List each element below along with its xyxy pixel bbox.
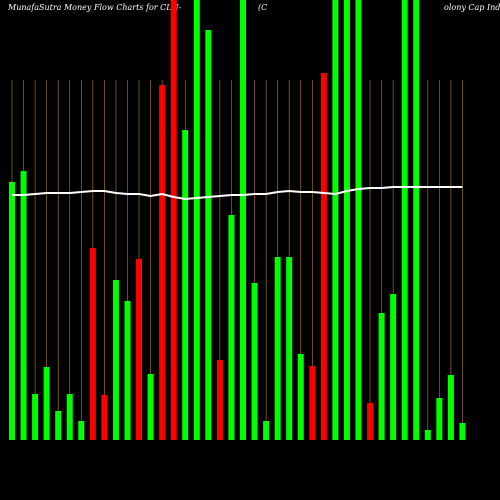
chart-title: (C — [258, 3, 267, 12]
bar — [124, 301, 131, 440]
bar — [343, 0, 350, 440]
bar — [182, 130, 189, 440]
bar — [332, 0, 339, 440]
bar — [32, 394, 39, 440]
bar — [263, 421, 270, 440]
bar — [147, 374, 154, 440]
bar — [390, 294, 397, 440]
bar — [297, 354, 304, 440]
bar — [159, 85, 166, 440]
bar — [459, 423, 466, 440]
bar — [424, 430, 431, 440]
bar — [66, 394, 73, 440]
bar — [20, 171, 27, 440]
chart-title: olony Cap Ind — [444, 3, 500, 12]
bar — [228, 215, 235, 440]
bar — [320, 73, 327, 440]
bar — [101, 395, 108, 440]
bar — [240, 0, 246, 440]
bar — [136, 259, 143, 440]
bar — [112, 280, 119, 440]
bar — [43, 367, 50, 440]
bar — [436, 398, 443, 440]
line — [12, 186, 463, 201]
bar — [378, 313, 385, 440]
bar — [413, 0, 420, 440]
bar — [251, 283, 258, 440]
bar — [309, 366, 316, 440]
bar — [193, 0, 200, 440]
bar — [9, 182, 15, 440]
bar — [274, 257, 281, 440]
bar — [170, 0, 177, 440]
bar — [355, 0, 362, 440]
bar — [78, 421, 85, 440]
bar — [401, 0, 408, 440]
bar — [286, 257, 293, 440]
bar — [205, 30, 212, 440]
bar — [367, 403, 374, 440]
bar — [89, 248, 96, 440]
bar — [447, 375, 454, 440]
bar — [216, 360, 223, 440]
bar — [55, 411, 62, 440]
chart-title: MunafaSutra Money Flow Charts for CLN- — [7, 3, 182, 12]
